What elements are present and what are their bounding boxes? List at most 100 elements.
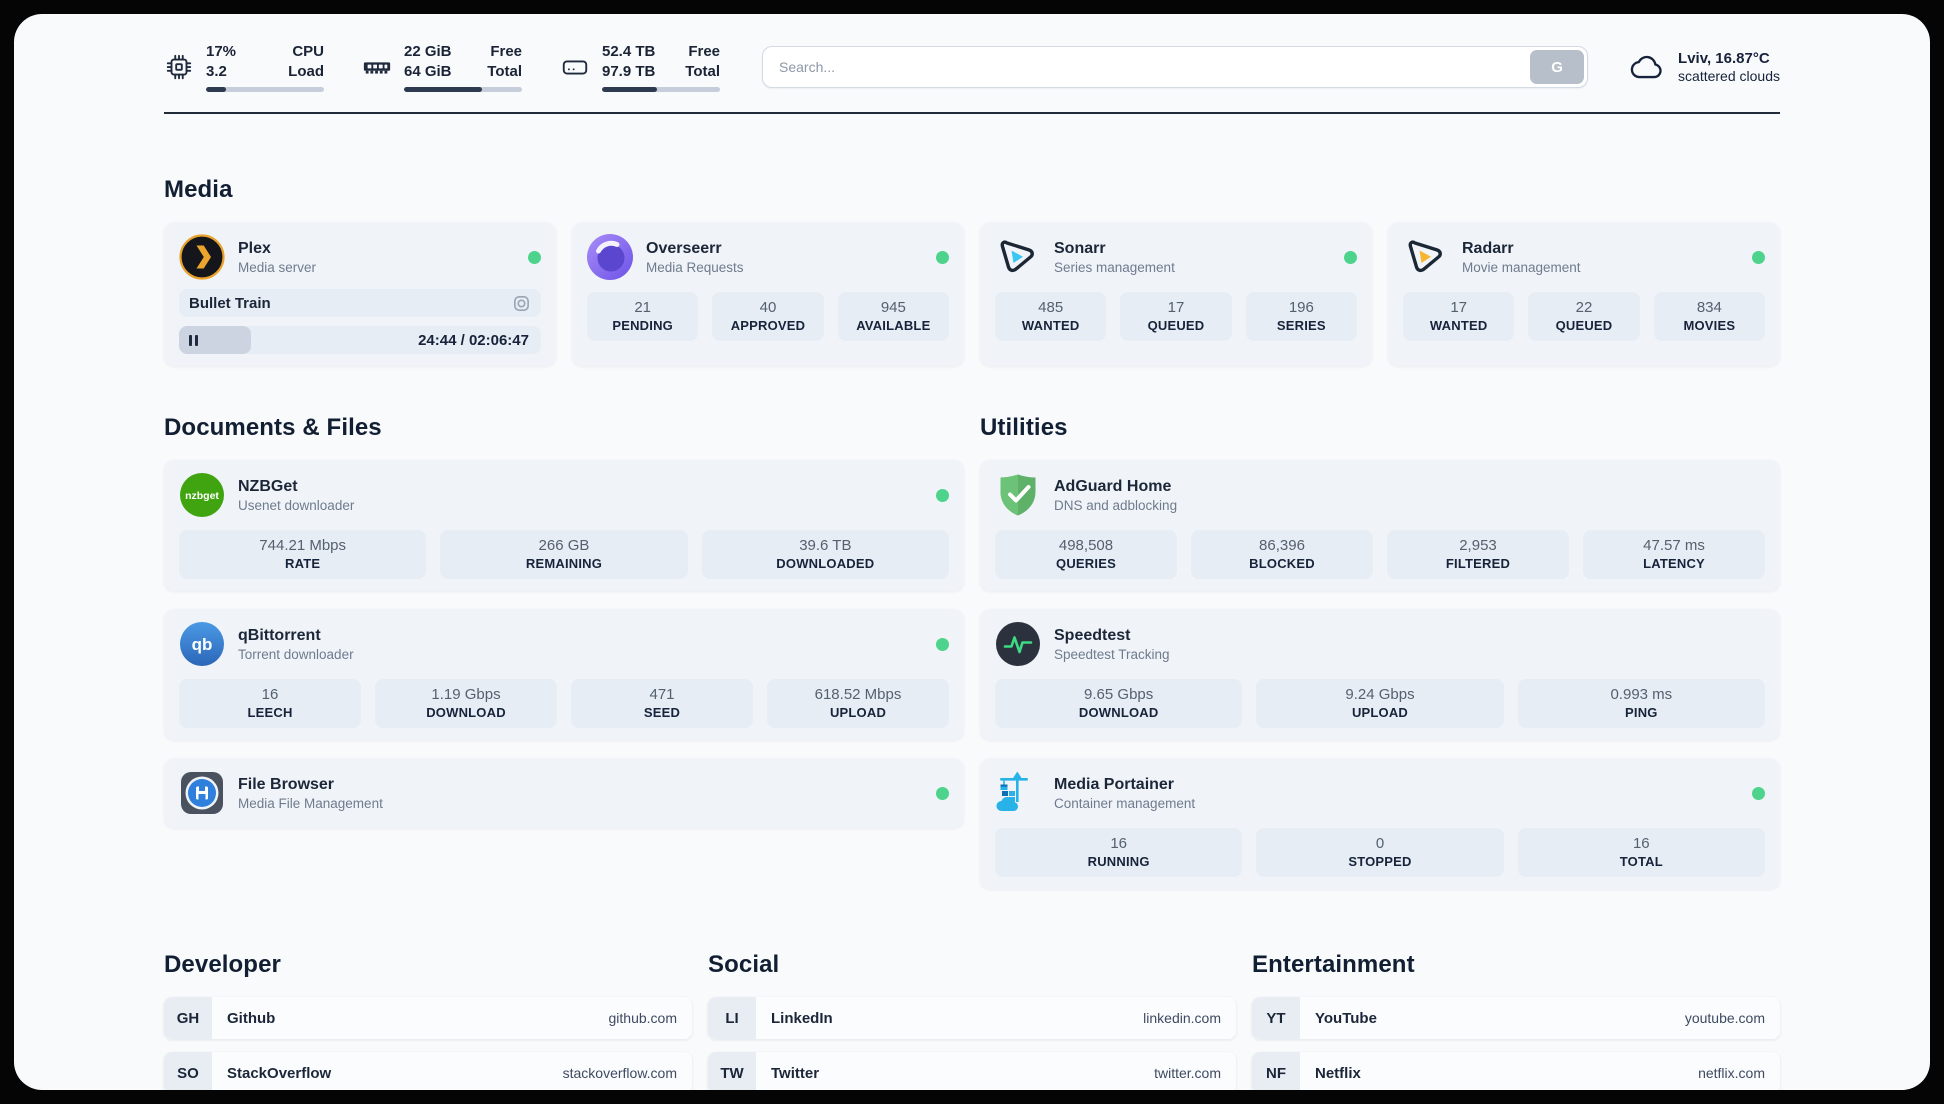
weather-widget: Lviv, 16.87°C scattered clouds xyxy=(1630,50,1780,84)
app-name: qBittorrent xyxy=(238,626,321,644)
app-description: Series management xyxy=(1054,259,1175,275)
link-abbr: GH xyxy=(164,997,212,1039)
section-title-entertainment: Entertainment xyxy=(1252,951,1415,978)
section-title-media: Media xyxy=(164,176,233,203)
status-online-dot xyxy=(936,637,949,651)
stat-tile-remaining: 266 GB REMAINING xyxy=(440,530,688,579)
cloud-icon xyxy=(1630,55,1662,79)
now-playing-title: Bullet Train xyxy=(189,294,271,312)
link-youtube[interactable]: YT YouTube youtube.com xyxy=(1252,997,1780,1039)
memory-label: Free xyxy=(490,43,522,60)
stat-tile-approved: 40 APPROVED xyxy=(712,292,824,341)
playback-time: 24:44 / 02:06:47 xyxy=(418,331,529,349)
link-abbr: SO xyxy=(164,1052,212,1090)
filebrowser-icon xyxy=(179,770,225,816)
link-twitter[interactable]: TW Twitter twitter.com xyxy=(708,1052,1236,1090)
link-name: StackOverflow xyxy=(227,1064,332,1082)
adguard-icon xyxy=(995,472,1041,518)
stat-tile-seed: 471 SEED xyxy=(571,679,753,728)
sonarr-icon xyxy=(995,234,1041,280)
stat-tile-movies: 834 MOVIES xyxy=(1653,292,1765,341)
playback-progress-bar[interactable]: 24:44 / 02:06:47 xyxy=(179,326,541,354)
storage-progress-fill xyxy=(602,87,658,92)
link-abbr: LI xyxy=(708,997,756,1039)
cpu-percent: 17% xyxy=(206,43,237,60)
dashboard-page: 17% 3.2 CPU Load 22 GiB 64 GiB Free Total xyxy=(14,14,1930,1090)
stat-tile-blocked: 86,396 BLOCKED xyxy=(1191,530,1373,579)
entertainment-column: Entertainment YT YouTube youtube.com NF … xyxy=(1252,951,1780,1090)
app-card-plex[interactable]: Plex Media server Bullet Train 24:44 / 0 xyxy=(164,222,556,366)
app-name: Overseerr xyxy=(646,239,722,257)
link-abbr: YT xyxy=(1252,997,1300,1039)
link-linkedin[interactable]: LI LinkedIn linkedin.com xyxy=(708,997,1236,1039)
link-stackoverflow[interactable]: SO StackOverflow stackoverflow.com xyxy=(164,1052,692,1090)
cpu-label: CPU xyxy=(292,43,324,60)
status-online-dot xyxy=(1344,250,1357,264)
pause-icon[interactable] xyxy=(189,334,198,346)
stat-tile-upload: 9.24 Gbps UPLOAD xyxy=(1256,679,1504,728)
app-description: Media Requests xyxy=(646,259,744,275)
link-github[interactable]: GH Github github.com xyxy=(164,997,692,1039)
link-abbr: NF xyxy=(1252,1052,1300,1090)
portainer-icon xyxy=(995,770,1041,816)
app-card-nzbget[interactable]: nzbget NZBGet Usenet downloader 744.21 M… xyxy=(164,460,964,591)
link-url: twitter.com xyxy=(1154,1065,1221,1081)
storage-free: 52.4 TB xyxy=(602,43,656,60)
stat-tile-rate: 744.21 Mbps RATE xyxy=(179,530,427,579)
stat-tile-series: 196 SERIES xyxy=(1245,292,1357,341)
stat-tile-queries: 498,508 QUERIES xyxy=(995,530,1177,579)
media-grid: Plex Media server Bullet Train 24:44 / 0 xyxy=(164,222,1780,366)
stat-tile-total: 16 TOTAL xyxy=(1517,828,1765,877)
search-input[interactable] xyxy=(762,46,1589,88)
link-url: netflix.com xyxy=(1698,1065,1765,1081)
link-url: stackoverflow.com xyxy=(562,1065,677,1081)
app-card-adguard[interactable]: AdGuard Home DNS and adblocking 498,508 Q… xyxy=(980,460,1780,591)
memory-progress-fill xyxy=(404,87,482,92)
cpu-progress-fill xyxy=(206,87,227,92)
session-screen-icon[interactable] xyxy=(512,294,531,313)
ram-icon xyxy=(363,62,391,74)
search-engine-button[interactable]: G xyxy=(1530,50,1585,84)
storage-label-2: Total xyxy=(685,62,720,80)
cpu-icon xyxy=(166,54,192,80)
now-playing-title-bar[interactable]: Bullet Train xyxy=(179,289,541,317)
app-card-qbittorrent[interactable]: qb qBittorrent Torrent downloader 16 LEEC… xyxy=(164,609,964,740)
stat-tile-download: 1.19 Gbps DOWNLOAD xyxy=(375,679,557,728)
stat-tile-queued: 22 QUEUED xyxy=(1528,292,1640,341)
storage-progress-bar xyxy=(602,87,720,92)
section-title-developer: Developer xyxy=(164,951,281,978)
app-description: Media server xyxy=(238,259,317,275)
status-online-dot xyxy=(936,488,949,502)
cpu-progress-bar xyxy=(206,87,324,92)
weather-condition: scattered clouds xyxy=(1678,68,1780,84)
app-card-filebrowser[interactable]: File Browser Media File Management xyxy=(164,758,964,828)
app-description: Media File Management xyxy=(238,795,383,811)
link-name: YouTube xyxy=(1315,1009,1377,1027)
stat-tile-queued: 17 QUEUED xyxy=(1120,292,1232,341)
app-description: DNS and adblocking xyxy=(1054,497,1178,513)
status-online-dot xyxy=(1752,786,1765,800)
memory-stat-widget: 22 GiB 64 GiB Free Total xyxy=(362,42,522,92)
speedtest-icon xyxy=(995,621,1041,667)
app-name: Sonarr xyxy=(1054,239,1106,257)
link-url: github.com xyxy=(608,1010,677,1026)
link-name: LinkedIn xyxy=(771,1009,833,1027)
overseerr-icon xyxy=(587,234,633,280)
app-card-overseerr[interactable]: Overseerr Media Requests 21 PENDING 40 APP… xyxy=(572,222,964,366)
link-netflix[interactable]: NF Netflix netflix.com xyxy=(1252,1052,1780,1090)
app-card-sonarr[interactable]: Sonarr Series management 485 WANTED 17 QUE… xyxy=(980,222,1372,366)
app-card-radarr[interactable]: Radarr Movie management 17 WANTED 22 QUEUE… xyxy=(1388,222,1780,366)
app-card-speedtest[interactable]: Speedtest Speedtest Tracking 9.65 Gbps DO… xyxy=(980,609,1780,740)
app-card-portainer[interactable]: Media Portainer Container management 16 R… xyxy=(980,758,1780,889)
stat-tile-filtered: 2,953 FILTERED xyxy=(1387,530,1569,579)
app-description: Torrent downloader xyxy=(238,646,354,662)
utilities-column: Utilities AdGuard Home DNS and adblockin… xyxy=(980,414,1780,889)
app-description: Speedtest Tracking xyxy=(1054,646,1170,662)
storage-total: 97.9 TB xyxy=(602,62,656,80)
link-name: Twitter xyxy=(771,1064,820,1082)
section-title-social: Social xyxy=(708,951,780,978)
link-url: linkedin.com xyxy=(1143,1010,1221,1026)
storage-stat-widget: 52.4 TB 97.9 TB Free Total xyxy=(560,42,720,92)
cpu-label-2: Load xyxy=(288,62,324,80)
